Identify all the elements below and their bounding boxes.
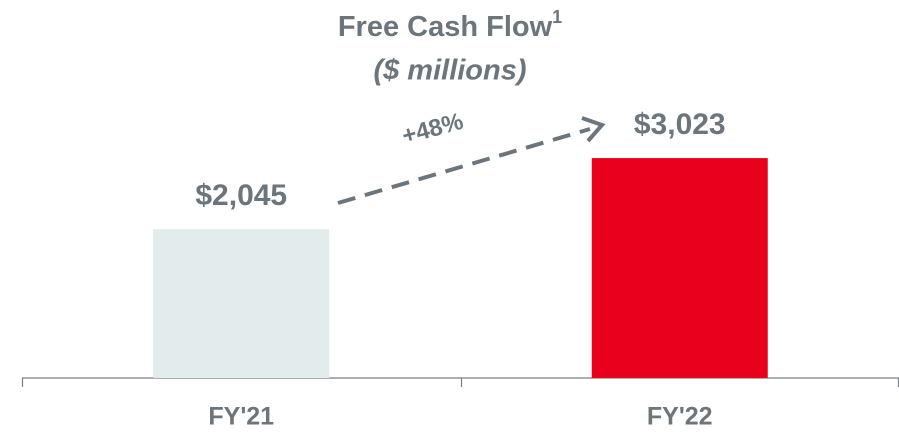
title-text: Free Cash Flow	[338, 11, 553, 43]
value-label: $3,023	[634, 108, 726, 141]
x-tick-label: FY'22	[647, 403, 713, 431]
chart-title: Free Cash Flow1	[338, 7, 562, 43]
title-footnote: 1	[552, 7, 562, 27]
x-tick-label: FY'21	[208, 403, 274, 431]
bar	[591, 158, 768, 378]
growth-annotation: +48%	[399, 108, 466, 150]
bar	[153, 229, 330, 378]
growth-arrow	[337, 127, 591, 205]
value-label: $2,045	[195, 179, 287, 212]
arrow-head	[581, 116, 606, 143]
chart-subtitle: ($ millions)	[373, 55, 526, 87]
